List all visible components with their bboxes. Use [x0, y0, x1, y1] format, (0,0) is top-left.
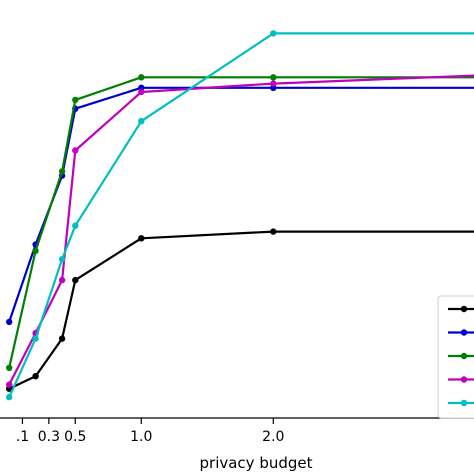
series-4-point — [58, 276, 66, 284]
series-1-line — [8, 230, 474, 390]
legend-marker-5 — [460, 399, 468, 407]
series-4-point — [6, 381, 13, 388]
series-3-point — [72, 96, 79, 104]
series-3-point — [6, 364, 13, 371]
series-1-point — [58, 335, 66, 342]
x-tick-label: .1 — [16, 429, 29, 445]
series-1-point — [72, 276, 79, 284]
series-3-point — [270, 74, 277, 81]
legend-marker-3 — [460, 352, 468, 360]
series-4-point — [138, 88, 145, 96]
series-1-point — [32, 373, 39, 380]
x-ticks: .1 0.3 0.5 1.0 2.0 — [16, 418, 284, 445]
series-3-line — [8, 76, 474, 369]
series-3-point — [58, 168, 66, 175]
series-4-line — [8, 74, 474, 386]
series-2-point — [6, 318, 13, 326]
legend-marker-2 — [460, 329, 468, 336]
series-5-point — [72, 222, 79, 229]
x-tick-label: 1.0 — [130, 429, 152, 445]
series-4-point — [72, 147, 79, 154]
series-2-line — [8, 86, 474, 323]
series-3-point — [32, 247, 39, 254]
x-tick-label: 2.0 — [262, 429, 284, 445]
series-4-point — [270, 80, 277, 87]
x-tick-label: 0.5 — [64, 429, 86, 445]
series-5-point — [58, 256, 66, 263]
series-5-point — [138, 118, 145, 125]
series-1-point — [138, 235, 145, 242]
series-5-point — [6, 393, 13, 401]
legend — [437, 295, 474, 419]
series-1-point — [270, 228, 277, 235]
series-5-point — [32, 335, 39, 342]
x-axis-label: privacy budget — [200, 454, 313, 472]
legend-marker-4 — [460, 376, 468, 383]
series-layer — [6, 30, 474, 401]
x-tick-label: 0.3 — [38, 429, 60, 445]
series-3-point — [138, 74, 145, 81]
legend-marker-1 — [460, 305, 468, 313]
series-5-point — [270, 30, 277, 37]
